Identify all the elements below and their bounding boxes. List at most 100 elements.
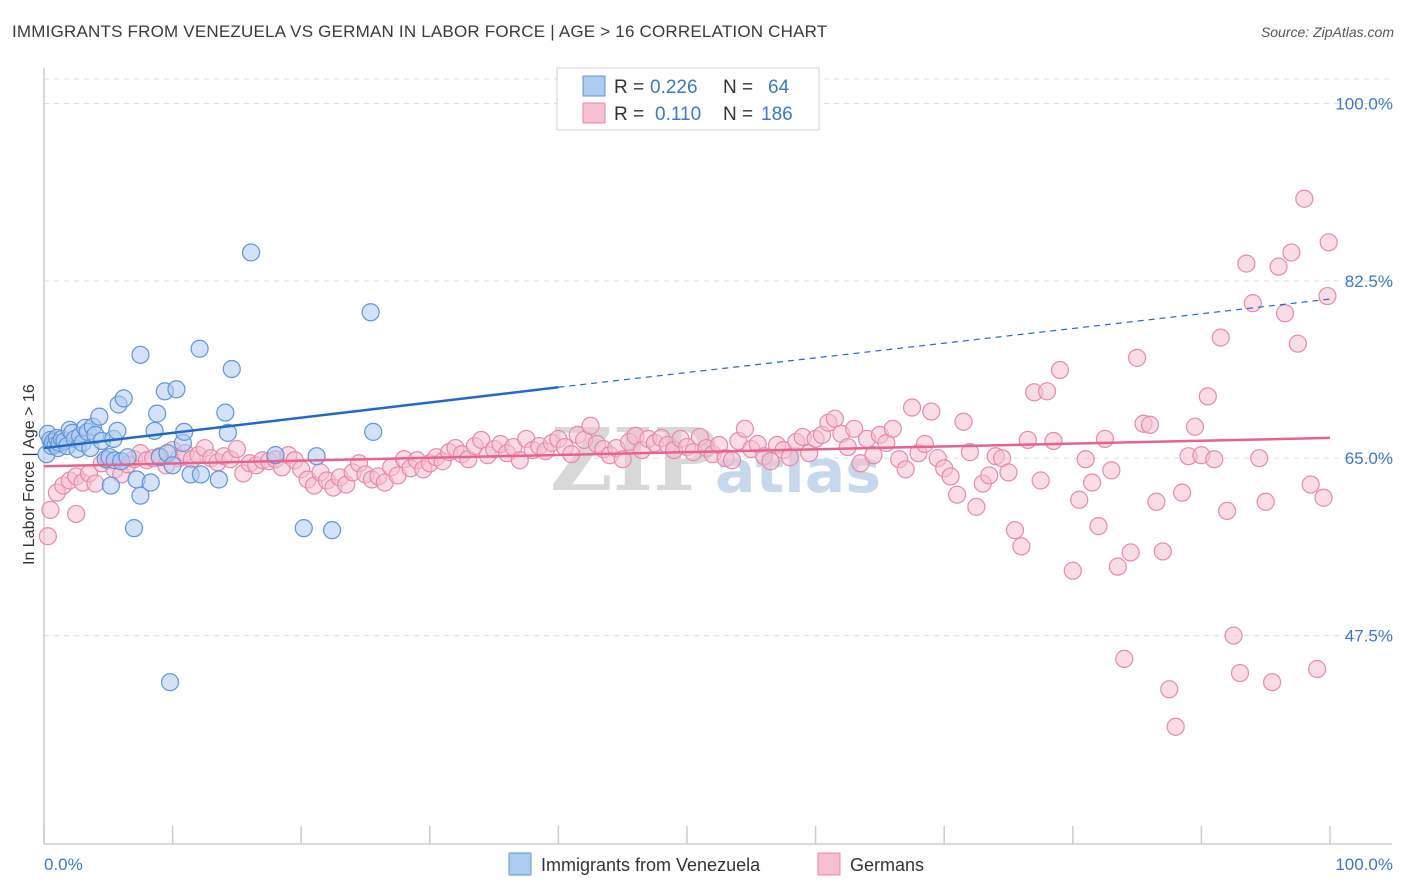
venezuela-point-46 xyxy=(163,456,182,475)
legend-n-value-2: 186 xyxy=(761,104,793,125)
legend-n-label-2: N = xyxy=(723,104,753,125)
germans-point-179 xyxy=(1198,387,1217,406)
germans-point-201 xyxy=(67,504,86,524)
germans-point-177 xyxy=(1185,417,1205,436)
germans-point-126 xyxy=(851,454,870,473)
germans-point-174 xyxy=(1166,717,1185,736)
bottom-legend-swatch-venezuela xyxy=(508,852,532,876)
venezuela-point-33 xyxy=(114,389,133,408)
venezuela-point-58 xyxy=(266,446,285,465)
germans-point-198 xyxy=(1318,286,1337,306)
germans-point-195 xyxy=(1301,475,1320,494)
germans-point-106 xyxy=(722,451,742,470)
germans-point-154 xyxy=(1031,471,1050,490)
legend-r-label-1: R = xyxy=(614,77,644,98)
germans-point-182 xyxy=(1218,501,1237,521)
germans-trend-line xyxy=(43,436,1331,468)
bottom-legend-label-germans: Germans xyxy=(850,855,924,875)
germans-point-158 xyxy=(1063,561,1082,580)
venezuela-point-45 xyxy=(160,673,180,692)
y-axis-title: In Labor Force | Age > 16 xyxy=(21,384,38,565)
germans-point-168 xyxy=(1127,348,1147,367)
germans-point-180 xyxy=(1205,450,1224,469)
x-tick-label-1: 100.0% xyxy=(1335,855,1393,874)
germans-point-189 xyxy=(1263,673,1282,692)
germans-point-187 xyxy=(1250,449,1269,468)
venezuela-trend-line xyxy=(43,386,559,450)
germans-point-144 xyxy=(967,497,986,516)
germans-point-115 xyxy=(780,448,799,467)
germans-point-84 xyxy=(581,416,600,435)
germans-point-184 xyxy=(1230,663,1250,683)
venezuela-point-55 xyxy=(218,423,237,442)
germans-point-67 xyxy=(472,430,491,450)
germans-point-128 xyxy=(864,446,883,465)
germans-point-156 xyxy=(1044,431,1063,451)
germans-point-162 xyxy=(1089,517,1108,536)
legend-n-value-1: 64 xyxy=(768,77,790,98)
venezuela-point-63 xyxy=(364,422,383,441)
y-tick-label-0: 47.5% xyxy=(1345,627,1393,646)
bottom-legend-swatch-germans xyxy=(817,852,841,876)
venezuela-point-54 xyxy=(216,403,235,422)
germans-point-140 xyxy=(941,467,960,486)
germans-point-166 xyxy=(1115,649,1134,668)
germans-point-197 xyxy=(1314,488,1333,507)
germans-point-173 xyxy=(1160,680,1179,699)
y-tick-label-2: 82.5% xyxy=(1345,272,1393,291)
venezuela-point-52 xyxy=(190,339,209,358)
germans-point-165 xyxy=(1108,557,1127,576)
germans-point-0 xyxy=(41,500,60,519)
venezuela-point-41 xyxy=(148,404,167,423)
venezuela-point-30 xyxy=(108,421,127,440)
germans-point-131 xyxy=(883,419,902,438)
series-legend: Immigrants from Venezuela Germans xyxy=(508,852,924,876)
germans-point-108 xyxy=(735,419,754,438)
germans-point-183 xyxy=(1224,626,1243,645)
y-tick-label-1: 65.0% xyxy=(1345,449,1393,468)
y-tick-label-3: 100.0% xyxy=(1335,94,1393,113)
germans-point-171 xyxy=(1147,492,1166,511)
germans-point-133 xyxy=(896,460,915,479)
germans-point-188 xyxy=(1256,492,1275,511)
venezuela-point-23 xyxy=(90,407,109,426)
germans-point-125 xyxy=(845,419,864,438)
legend-r-label-2: R = xyxy=(614,104,644,125)
chart-title: IMMIGRANTS FROM VENEZUELA VS GERMAN IN L… xyxy=(12,22,828,41)
germans-point-170 xyxy=(1140,415,1160,434)
germans-point-186 xyxy=(1243,294,1262,313)
germans-point-134 xyxy=(902,398,922,417)
germans-point-157 xyxy=(1050,360,1070,380)
venezuela-point-62 xyxy=(361,303,380,322)
germans-point-122 xyxy=(825,409,844,428)
legend-r-value-1: 0.226 xyxy=(650,77,698,98)
germans-point-192 xyxy=(1282,243,1301,262)
venezuela-point-35 xyxy=(124,519,144,538)
germans-point-194 xyxy=(1295,189,1314,208)
venezuela-point-38 xyxy=(131,486,150,505)
germans-point-181 xyxy=(1211,328,1230,347)
germans-point-142 xyxy=(954,412,973,431)
germans-point-155 xyxy=(1037,382,1057,401)
germans-point-7 xyxy=(86,474,105,493)
germans-point-159 xyxy=(1070,490,1089,509)
germans-point-124 xyxy=(838,437,857,457)
y-tick-labels: 47.5% 65.0% 82.5% 100.0% xyxy=(1335,94,1393,645)
germans-point-172 xyxy=(1153,542,1172,561)
venezuela-point-39 xyxy=(141,473,160,492)
legend-r-value-2: 0.110 xyxy=(655,104,701,125)
legend-swatch-germans xyxy=(582,102,606,124)
germans-point-193 xyxy=(1288,334,1307,353)
germans-point-190 xyxy=(1269,257,1288,276)
venezuela-trend-extension xyxy=(558,298,1331,388)
venezuela-point-47 xyxy=(167,380,186,399)
germans-point-161 xyxy=(1082,473,1102,492)
germans-point-150 xyxy=(1005,521,1025,540)
germans-point-141 xyxy=(947,485,967,504)
venezuela-point-60 xyxy=(307,447,326,466)
trend-lines xyxy=(43,298,1331,468)
x-tick-labels: 0.0% 100.0% xyxy=(44,855,1393,874)
stats-legend: R = 0.226 N = 64 R = 0.110 N = 186 xyxy=(556,67,820,131)
venezuela-point-59 xyxy=(294,519,313,538)
